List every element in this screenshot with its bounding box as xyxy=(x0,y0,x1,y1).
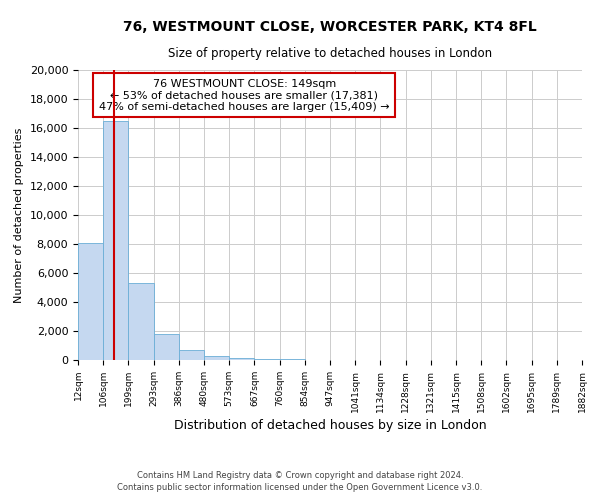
Bar xyxy=(78,242,103,360)
Bar xyxy=(154,334,179,360)
Bar xyxy=(128,283,154,360)
Text: 76 WESTMOUNT CLOSE: 149sqm
← 53% of detached houses are smaller (17,381)
47% of : 76 WESTMOUNT CLOSE: 149sqm ← 53% of deta… xyxy=(99,78,389,112)
Y-axis label: Number of detached properties: Number of detached properties xyxy=(14,128,24,302)
Bar xyxy=(179,350,204,360)
Bar xyxy=(204,356,229,360)
Bar xyxy=(229,358,254,360)
X-axis label: Distribution of detached houses by size in London: Distribution of detached houses by size … xyxy=(173,419,487,432)
Bar xyxy=(254,358,280,360)
Text: 76, WESTMOUNT CLOSE, WORCESTER PARK, KT4 8FL: 76, WESTMOUNT CLOSE, WORCESTER PARK, KT4… xyxy=(123,20,537,34)
Text: Contains public sector information licensed under the Open Government Licence v3: Contains public sector information licen… xyxy=(118,484,482,492)
Text: Size of property relative to detached houses in London: Size of property relative to detached ho… xyxy=(168,48,492,60)
Bar xyxy=(103,120,128,360)
Text: Contains HM Land Registry data © Crown copyright and database right 2024.: Contains HM Land Registry data © Crown c… xyxy=(137,471,463,480)
